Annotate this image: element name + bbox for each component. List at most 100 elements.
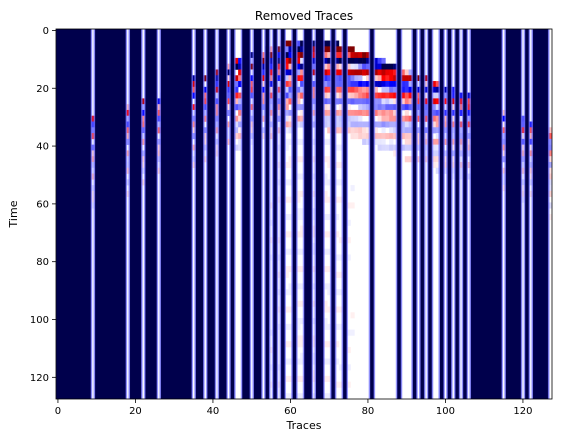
wavefield-cell xyxy=(323,248,328,255)
wavefield-cell xyxy=(393,127,398,134)
wavefield-cell xyxy=(156,104,161,111)
wavefield-cell xyxy=(284,52,289,59)
removed-trace xyxy=(540,29,545,399)
x-tick-label: 40 xyxy=(207,406,220,417)
wavefield-cell xyxy=(466,127,471,134)
wavefield-cell xyxy=(238,144,243,151)
wavefield-cell xyxy=(284,104,289,111)
wavefield-cell xyxy=(296,341,301,348)
wavefield-cell xyxy=(408,127,413,134)
wavefield-cell xyxy=(311,121,316,128)
y-tick-label: 60 xyxy=(36,199,49,210)
wavefield-cell xyxy=(350,46,355,53)
wavefield-cell xyxy=(346,98,351,105)
wavefield-cell xyxy=(459,98,464,105)
wavefield-cell xyxy=(300,393,305,399)
wavefield-cell xyxy=(335,254,340,261)
wavefield-cell xyxy=(311,63,316,70)
wavefield-cell xyxy=(288,231,293,238)
wavefield-cell xyxy=(125,138,130,145)
removed-trace-edge xyxy=(528,29,531,399)
wavefield-cell xyxy=(323,81,328,88)
wavefield-cell xyxy=(451,133,456,140)
wavefield-cell xyxy=(156,121,161,128)
removed-trace xyxy=(98,29,103,399)
wavefield-cell xyxy=(288,393,293,399)
wavefield-cell xyxy=(323,306,328,313)
wavefield-cell xyxy=(90,196,96,203)
removed-trace xyxy=(242,29,247,399)
y-tick-label: 120 xyxy=(30,373,49,384)
removed-trace-edge xyxy=(453,29,456,399)
removed-trace-edge xyxy=(93,29,96,399)
wavefield-cell xyxy=(466,109,471,117)
wavefield-cell xyxy=(362,92,367,99)
wavefield-cell xyxy=(284,341,289,348)
wavefield-cell xyxy=(327,289,332,296)
wavefield-cell xyxy=(335,214,340,221)
wavefield-cell xyxy=(346,57,351,64)
wavefield-cell xyxy=(389,144,394,151)
wavefield-cell xyxy=(338,63,344,70)
wavefield-cell xyxy=(311,231,316,238)
wavefield-cell xyxy=(335,98,340,105)
wavefield-cell xyxy=(300,190,305,197)
wavefield-cell xyxy=(389,121,394,128)
wavefield-cell xyxy=(238,115,243,122)
wavefield-cell xyxy=(300,341,305,348)
wavefield-cell xyxy=(288,52,293,59)
wavefield-cell xyxy=(323,375,328,382)
removed-trace xyxy=(187,29,193,399)
removed-trace xyxy=(420,29,425,399)
wavefield-cell xyxy=(459,150,464,157)
wavefield-cell xyxy=(459,173,464,180)
wavefield-cell xyxy=(408,69,413,76)
wavefield-cell xyxy=(284,86,289,93)
wavefield-cell xyxy=(296,69,301,76)
removed-trace-edge xyxy=(431,29,434,399)
wavefield-cell xyxy=(366,63,371,70)
wavefield-cell xyxy=(548,167,552,174)
wavefield-cell xyxy=(528,190,533,197)
removed-trace xyxy=(265,29,270,399)
removed-trace xyxy=(304,29,309,399)
wavefield-cell xyxy=(350,127,355,134)
wavefield-cell xyxy=(338,46,344,53)
wavefield-cell xyxy=(323,196,328,203)
wavefield-cell xyxy=(300,57,305,64)
wavefield-cell xyxy=(288,75,293,82)
wavefield-cell xyxy=(261,104,266,111)
wavefield-cell xyxy=(311,81,316,88)
wavefield-cell xyxy=(431,86,437,93)
wavefield-cell xyxy=(335,127,340,134)
wavefield-cell xyxy=(269,219,274,226)
wavefield-cell xyxy=(311,208,316,215)
wavefield-cell xyxy=(338,289,344,296)
wavefield-cell xyxy=(431,144,437,151)
wavefield-cell xyxy=(203,138,208,145)
wavefield-cell xyxy=(424,138,429,145)
wavefield-cell xyxy=(296,81,301,88)
wavefield-cell xyxy=(408,104,413,111)
wavefield-cell xyxy=(393,115,398,122)
wavefield-cell xyxy=(269,81,274,88)
wavefield-cell xyxy=(443,104,448,111)
wavefield-cell xyxy=(346,81,351,88)
wavefield-cell xyxy=(358,75,363,82)
wavefield-cell xyxy=(141,98,146,105)
removed-trace-edge xyxy=(143,29,146,399)
removed-trace xyxy=(183,29,189,399)
wavefield-cell xyxy=(338,161,344,169)
wavefield-cell xyxy=(381,57,386,64)
wavefield-cell xyxy=(311,86,316,93)
wavefield-cell xyxy=(521,133,526,140)
wavefield-cell xyxy=(323,75,328,82)
wavefield-cell xyxy=(350,121,355,128)
wavefield-cell xyxy=(90,133,96,140)
wavefield-cell xyxy=(451,161,456,169)
wavefield-cell xyxy=(125,150,130,157)
wavefield-cell xyxy=(300,104,305,111)
wavefield-cell xyxy=(296,121,301,128)
wavefield-cell xyxy=(311,283,316,290)
wavefield-cell xyxy=(451,121,456,128)
